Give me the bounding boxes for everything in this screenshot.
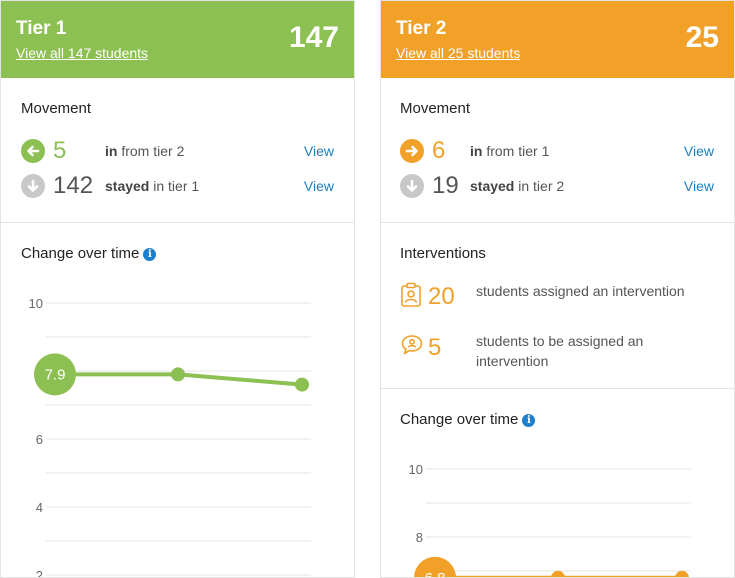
data-label: 7.9	[45, 366, 66, 383]
view-link[interactable]: View	[303, 178, 334, 194]
movement-label: in from tier 2	[105, 143, 185, 159]
section-title: Interventions	[400, 245, 486, 262]
intervention-row: 20 students assigned an intervention	[400, 281, 714, 311]
data-point[interactable]	[171, 367, 185, 382]
change-over-time-chart: 10 6 4 2 7.9	[29, 296, 311, 578]
intervention-label: students to be assigned an intervention	[476, 333, 644, 369]
movement-count: 142	[53, 172, 94, 199]
chat-user-icon	[400, 333, 424, 362]
movement-section: Movement 5 in from tier 2 View 142 staye…	[1, 78, 354, 223]
tier-title: Tier 1	[16, 18, 67, 39]
movement-label: stayed in tier 2	[470, 178, 565, 194]
data-point[interactable]	[414, 556, 456, 578]
change-over-time-section: Change over time i 10 6 4 2 7.9	[1, 223, 354, 577]
arrow-down-icon	[21, 174, 45, 198]
data-point[interactable]	[34, 353, 76, 396]
view-link[interactable]: View	[683, 143, 714, 159]
intervention-label: students assigned an intervention	[476, 283, 685, 299]
view-all-students-link[interactable]: View all 147 students	[16, 45, 149, 61]
y-tick-label: 8	[416, 530, 423, 545]
section-title: Movement	[21, 100, 92, 117]
arrow-right-icon	[400, 139, 424, 163]
section-title: Change over time i	[400, 411, 536, 428]
arrow-down-icon	[400, 174, 424, 198]
movement-count: 6	[432, 137, 446, 164]
student-count: 147	[288, 21, 339, 54]
view-all-students-link[interactable]: View all 25 students	[396, 45, 521, 61]
view-link[interactable]: View	[303, 143, 334, 159]
intervention-count: 20	[428, 283, 455, 310]
tier-title: Tier 2	[396, 18, 447, 39]
movement-count: 19	[432, 172, 459, 199]
movement-row: 19 stayed in tier 2 View	[400, 172, 714, 200]
section-title: Change over time i	[21, 245, 157, 262]
intervention-row: 5 students to be assigned an interventio…	[400, 331, 714, 375]
data-point[interactable]	[295, 377, 309, 392]
student-count: 25	[685, 21, 719, 54]
movement-row: 5 in from tier 2 View	[21, 137, 334, 165]
movement-row: 142 stayed in tier 1 View	[21, 172, 334, 200]
data-point[interactable]	[675, 570, 689, 578]
movement-label: in from tier 1	[470, 143, 550, 159]
interventions-section: Interventions 20 students assigned an in…	[381, 223, 734, 389]
arrow-left-icon	[21, 139, 45, 163]
change-over-time-chart: 10 8 6.8	[409, 462, 691, 578]
tier-2-header: Tier 2 View all 25 students 25	[381, 1, 734, 78]
tier-1-card: Tier 1 View all 147 students 147 Movemen…	[0, 0, 355, 578]
y-tick-label: 6	[36, 432, 43, 447]
view-link[interactable]: View	[683, 178, 714, 194]
intervention-count: 5	[428, 334, 442, 361]
info-icon[interactable]: i	[522, 414, 536, 427]
data-label: 6.8	[425, 570, 446, 578]
movement-label: stayed in tier 1	[105, 178, 200, 194]
movement-section: Movement 6 in from tier 1 View 19 stayed…	[381, 78, 734, 223]
data-point[interactable]	[551, 570, 565, 578]
clipboard-user-icon	[400, 282, 422, 313]
y-tick-label: 10	[29, 296, 43, 311]
y-tick-label: 2	[36, 568, 43, 578]
section-title: Movement	[400, 100, 471, 117]
info-icon[interactable]: i	[143, 248, 157, 261]
tier-2-card: Tier 2 View all 25 students 25 Movement …	[380, 0, 735, 578]
movement-row: 6 in from tier 1 View	[400, 137, 714, 165]
tier-1-header: Tier 1 View all 147 students 147	[1, 1, 354, 78]
movement-count: 5	[53, 137, 67, 164]
y-tick-label: 10	[409, 462, 423, 477]
y-tick-label: 4	[36, 500, 43, 515]
